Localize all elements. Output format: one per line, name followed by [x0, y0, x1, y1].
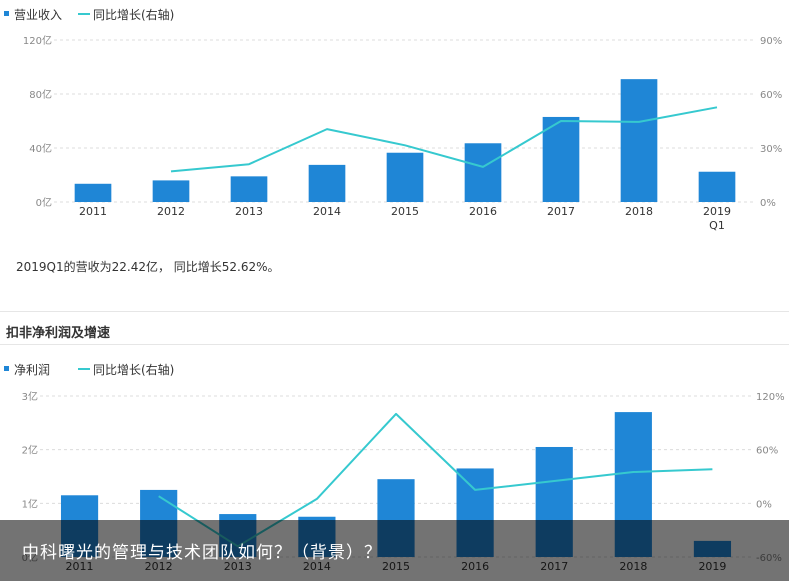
x-tick-label: Q1: [709, 219, 725, 232]
y-left-tick: 0亿: [36, 196, 52, 209]
bar-2015: [386, 152, 424, 202]
x-tick-label: 2014: [313, 205, 341, 218]
x-tick-label: 2018: [625, 205, 653, 218]
y-left-tick: 1亿: [22, 497, 38, 510]
legend-bar-label: 营业收入: [14, 8, 62, 22]
x-tick-label: 2015: [391, 205, 419, 218]
bar-2016: [464, 143, 502, 202]
legend-bar-label: 净利润: [14, 363, 50, 377]
y-left-tick: 80亿: [29, 88, 52, 101]
y-right-tick: 0%: [756, 499, 772, 510]
revenue-caption: 2019Q1的营收为22.42亿， 同比增长52.62%。: [16, 260, 280, 274]
bar-2013: [230, 176, 268, 202]
y-left-tick: 3亿: [22, 390, 38, 403]
bar-2017: [542, 116, 580, 202]
growth-line: [170, 106, 718, 173]
x-tick-label: 2011: [79, 205, 107, 218]
y-left-tick: 40亿: [29, 142, 52, 155]
legend-line-label: 同比增长(右轴): [93, 7, 174, 22]
bar-2012: [152, 180, 190, 202]
x-tick-label: 2012: [157, 205, 185, 218]
y-right-tick: 60%: [760, 90, 782, 101]
y-right-tick: 0%: [760, 198, 776, 209]
bar-2011: [74, 183, 112, 202]
y-left-tick: 120亿: [23, 34, 52, 47]
bar-2014: [308, 164, 346, 202]
section-title: 扣非净利润及增速: [6, 326, 111, 341]
section-title-underline: [0, 344, 789, 345]
legend-bar-swatch: [4, 11, 9, 16]
legend-bar-swatch: [4, 366, 9, 371]
y-right-tick: 30%: [760, 144, 782, 155]
caption-overlay: [0, 520, 789, 581]
x-tick-label: 2016: [469, 205, 497, 218]
bar-2018: [620, 79, 658, 202]
y-right-tick: 60%: [756, 446, 778, 457]
y-right-tick: 90%: [760, 36, 782, 47]
legend-line-label: 同比增长(右轴): [93, 362, 174, 377]
x-tick-label: 2013: [235, 205, 263, 218]
y-right-tick: 120%: [756, 392, 785, 403]
x-tick-label: 2019: [703, 205, 731, 218]
overlay-title[interactable]: 中科曙光的管理与技术团队如何？（背景）？: [22, 543, 382, 563]
y-left-tick: 2亿: [22, 444, 38, 457]
revenue-chart: 营业收入 同比增长(右轴) 0亿 0% 40亿 30% 80亿 60% 120亿 90% 2011 2…: [4, 7, 782, 232]
bar-2019-Q1: [698, 171, 736, 202]
x-tick-label: 2017: [547, 205, 575, 218]
section-divider: [0, 311, 789, 312]
